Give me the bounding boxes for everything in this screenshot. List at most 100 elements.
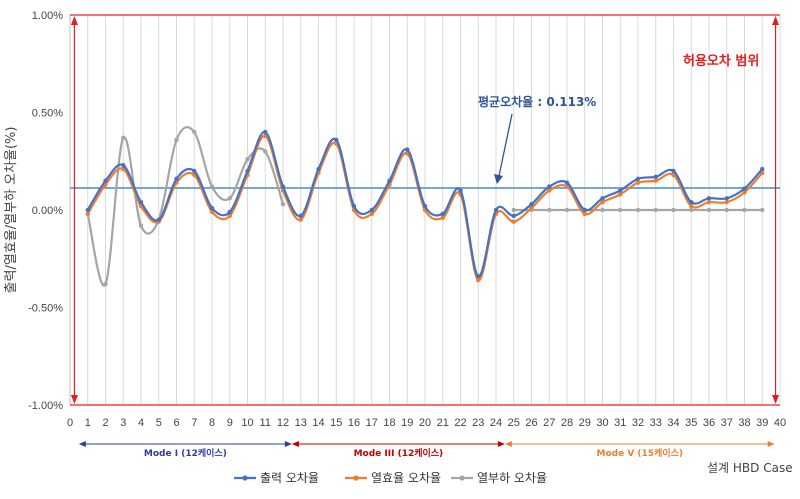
mode-range-label: Mode I (12케이스) [144, 447, 227, 459]
series-point-2 [689, 207, 694, 213]
series-point-0 [760, 166, 765, 172]
x-tick-label: 31 [614, 417, 626, 429]
x-tick-label: 21 [437, 417, 449, 429]
y-axis-tick-labels: 1.00% 0.50% 0.00% -0.50% -1.00% [28, 10, 63, 412]
y-axis-title: 출력/열효율/열부하 오차율(%) [4, 127, 19, 294]
y-tick-label: 1.00% [32, 10, 63, 22]
reference-lines [70, 14, 780, 406]
average-error-label: 평균오차율 : 0.113% [478, 94, 596, 109]
series-point-0 [405, 147, 410, 152]
series-point-1 [121, 166, 126, 172]
series-point-2 [724, 207, 729, 213]
x-tick-label: 24 [490, 417, 502, 429]
series-point-0 [192, 168, 197, 174]
series-point-1 [706, 200, 712, 205]
x-tick-label: 26 [525, 417, 537, 429]
series-point-0 [316, 166, 321, 172]
series-point-0 [280, 184, 286, 189]
series-point-0 [334, 137, 339, 142]
series-point-1 [547, 188, 552, 193]
series-point-0 [263, 129, 268, 135]
series-point-2 [138, 223, 144, 228]
series-point-0 [671, 168, 676, 174]
series-point-0 [706, 196, 712, 201]
legend-swatch-marker [242, 475, 248, 481]
x-tick-label: 28 [561, 417, 573, 429]
x-tick-label: 16 [348, 417, 360, 429]
x-tick-label: 4 [138, 417, 144, 429]
x-tick-label: 18 [383, 417, 395, 429]
series-point-0 [227, 209, 232, 215]
series-point-0 [635, 176, 641, 181]
mode-ranges: Mode I (12케이스) Mode III (12케이스) Mode V (15… [78, 441, 775, 459]
x-tick-label: 19 [401, 417, 413, 429]
mode-range-label: Mode V (15케이스) [597, 447, 684, 459]
series-point-1 [369, 211, 374, 217]
mode-arrow-right [284, 441, 292, 447]
series-point-0 [156, 217, 161, 222]
series-point-1 [511, 219, 516, 224]
series-point-1 [582, 211, 587, 217]
series-point-1 [653, 178, 658, 183]
mode-arrow-left [291, 441, 299, 447]
x-tick-label: 12 [277, 417, 289, 429]
tolerance-arrow-head-up [70, 16, 78, 25]
x-tick-label: 6 [173, 417, 179, 429]
legend-label: 열부하 오차율 [477, 471, 547, 485]
series-point-2 [564, 207, 570, 213]
y-tick-label: -0.50% [28, 303, 63, 315]
series-point-0 [564, 180, 570, 185]
x-tick-label: 40 [774, 417, 786, 429]
x-tick-label: 11 [260, 417, 271, 429]
series-point-2 [760, 207, 765, 213]
series-point-1 [564, 184, 570, 189]
series-point-0 [369, 207, 374, 213]
x-tick-label: 22 [454, 417, 466, 429]
series-point-1 [298, 217, 303, 222]
series-point-1 [742, 190, 747, 195]
series-point-1 [618, 192, 623, 197]
x-tick-label: 15 [330, 417, 342, 429]
y-tick-label: -1.00% [28, 400, 63, 412]
series-point-2 [245, 157, 250, 162]
series-point-0 [440, 211, 445, 217]
series-point-2 [671, 207, 676, 213]
x-tick-label: 8 [209, 417, 215, 429]
average-arrow-shaft [498, 113, 513, 177]
x-tick-label: 33 [650, 417, 662, 429]
y-tick-label: 0.50% [32, 108, 63, 120]
x-tick-label: 20 [419, 417, 431, 429]
y-tick-label: 0.00% [32, 205, 63, 217]
series-point-0 [653, 174, 658, 180]
x-tick-label: 38 [738, 417, 750, 429]
legend-label: 출력 오차율 [260, 471, 319, 485]
series-point-1 [440, 215, 445, 220]
series-point-0 [547, 184, 552, 189]
x-tick-label: 2 [102, 417, 108, 429]
series-point-1 [529, 205, 534, 211]
x-tick-label: 35 [685, 417, 697, 429]
tolerance-arrow-head-up [772, 16, 780, 25]
series-point-2 [227, 196, 232, 201]
series-point-1 [85, 211, 90, 217]
x-tick-label: 10 [241, 417, 253, 429]
x-tick-label: 36 [703, 417, 715, 429]
series-point-2 [706, 207, 712, 213]
x-tick-label: 14 [312, 417, 324, 429]
series-point-0 [742, 186, 747, 191]
series-point-0 [618, 188, 623, 193]
x-tick-label: 3 [120, 417, 126, 429]
x-tick-label: 29 [579, 417, 591, 429]
series-point-0 [174, 176, 179, 181]
series-point-0 [298, 213, 303, 219]
series-point-0 [476, 274, 481, 279]
x-tick-label: 7 [191, 417, 197, 429]
series-point-2 [174, 137, 179, 142]
x-tick-label: 39 [756, 417, 768, 429]
series-point-0 [138, 200, 144, 205]
x-tick-label: 5 [156, 417, 162, 429]
series-point-0 [245, 168, 250, 174]
series-point-0 [493, 207, 499, 213]
series-point-2 [742, 207, 747, 213]
